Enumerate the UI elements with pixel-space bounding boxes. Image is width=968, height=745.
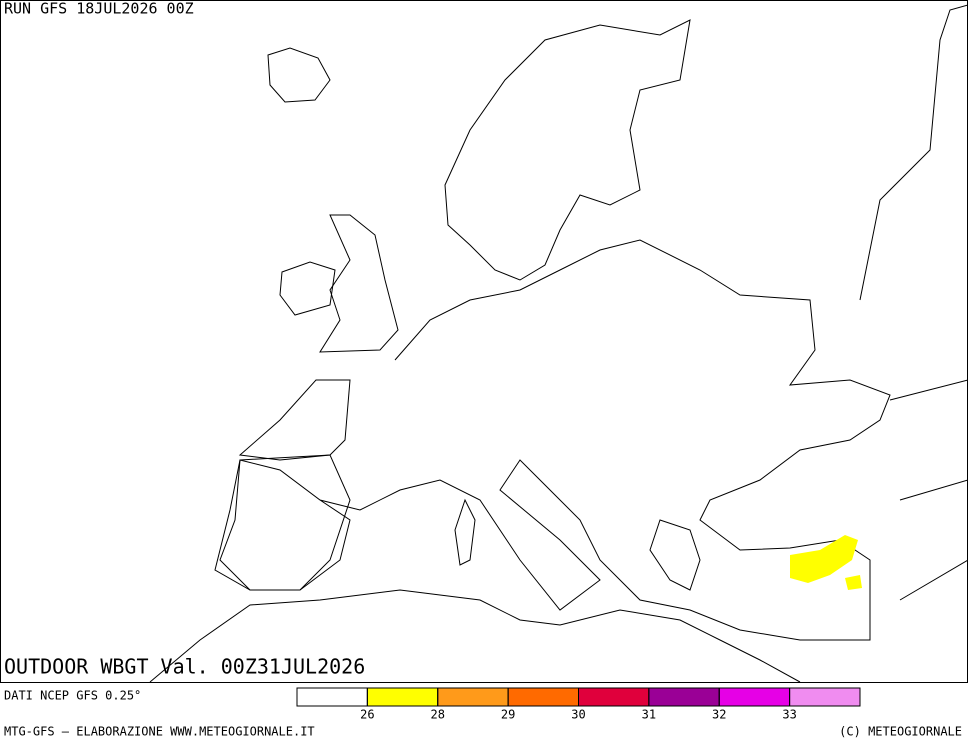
wbgt-area (845, 575, 862, 590)
footer-right: (C) METEOGIORNALE (839, 725, 962, 739)
colorbar-box (789, 687, 861, 707)
wbgt-area (790, 535, 858, 583)
source-label: DATI NCEP GFS 0.25° (4, 689, 141, 703)
map-title: OUTDOOR WBGT Val. 00Z31JUL2026 (4, 655, 365, 679)
colorbar-box (296, 687, 368, 707)
run-label: RUN GFS 18JUL2026 00Z (4, 0, 194, 18)
colorbar-label: 28 (431, 708, 445, 722)
colorbar-box (648, 687, 720, 707)
colorbar-label: 31 (642, 708, 656, 722)
colorbar-box (366, 687, 439, 707)
colorbar-label: 32 (712, 708, 726, 722)
colorbar-label: 33 (782, 708, 796, 722)
colorbar-label: 29 (501, 708, 515, 722)
map-outlines (149, 4, 968, 683)
footer-left: MTG-GFS — ELABORAZIONE WWW.METEOGIORNALE… (4, 725, 315, 739)
map-frame (0, 0, 968, 683)
colorbar-box (718, 687, 791, 707)
colorbar-box (437, 687, 509, 707)
colorbar: 26 28 29 30 31 32 33 (296, 687, 861, 722)
colorbar-label: 26 (360, 708, 374, 722)
colorbar-box (507, 687, 579, 707)
colorbar-label: 30 (571, 708, 585, 722)
colorbar-box (578, 687, 650, 707)
